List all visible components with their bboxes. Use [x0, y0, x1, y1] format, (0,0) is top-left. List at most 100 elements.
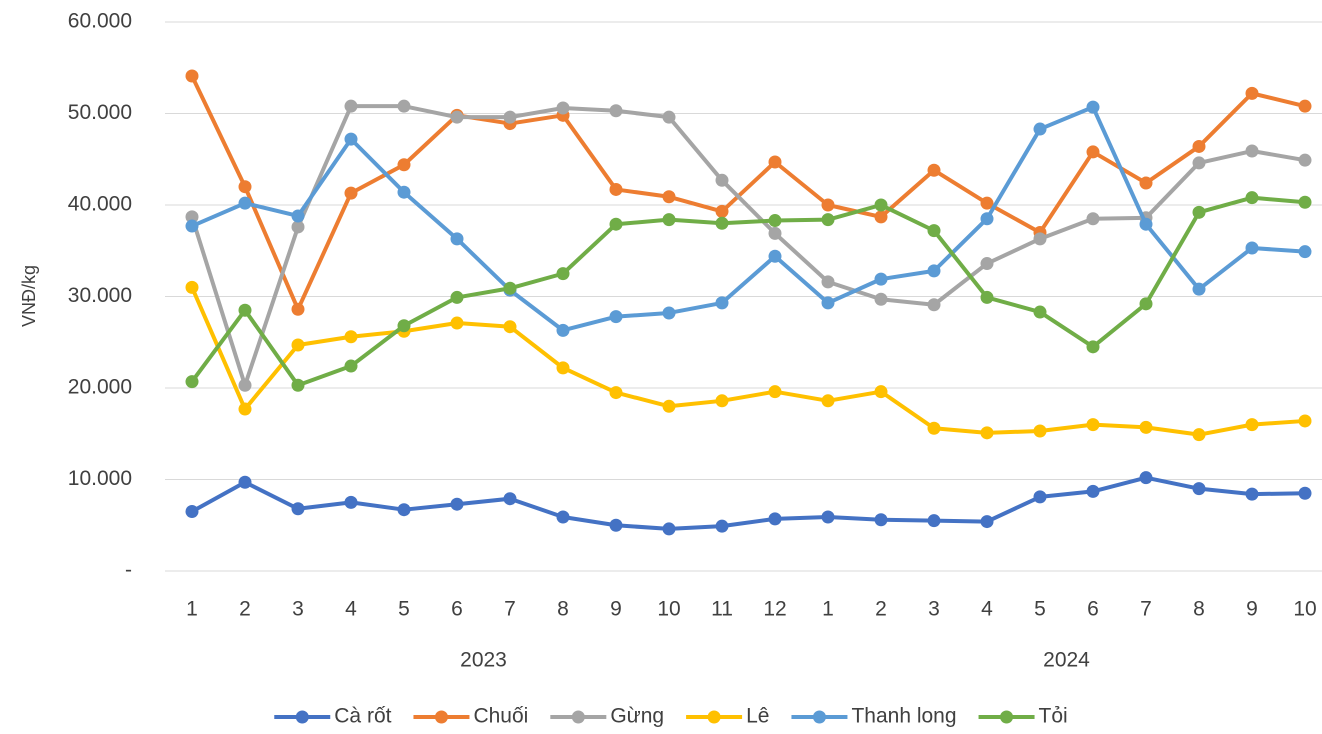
data-point	[610, 218, 623, 231]
y-tick-label: 40.000	[68, 193, 132, 216]
data-point	[186, 505, 199, 518]
data-point	[716, 394, 729, 407]
data-point	[1034, 232, 1047, 245]
data-point	[875, 293, 888, 306]
data-point	[928, 298, 941, 311]
data-point	[1246, 242, 1259, 255]
data-point	[928, 264, 941, 277]
data-point	[1087, 212, 1100, 225]
data-point	[1140, 471, 1153, 484]
data-point	[1193, 156, 1206, 169]
data-point	[1034, 490, 1047, 503]
data-point	[928, 164, 941, 177]
data-point	[557, 267, 570, 280]
data-point	[769, 227, 782, 240]
data-point	[239, 197, 252, 210]
data-point	[1087, 145, 1100, 158]
data-point	[451, 498, 464, 511]
data-point	[716, 520, 729, 533]
data-point	[716, 205, 729, 218]
x-tick-label: 6	[1087, 598, 1099, 621]
data-point	[398, 158, 411, 171]
data-point	[239, 403, 252, 416]
data-point	[610, 310, 623, 323]
data-point	[1246, 191, 1259, 204]
x-tick-label: 1	[186, 598, 198, 621]
data-point	[1299, 487, 1312, 500]
data-point	[822, 296, 835, 309]
x-tick-label: 7	[504, 598, 516, 621]
legend-marker	[1000, 711, 1013, 724]
data-point	[504, 320, 517, 333]
data-point	[663, 111, 676, 124]
data-point	[1193, 206, 1206, 219]
x-tick-label: 9	[1246, 598, 1258, 621]
legend-marker	[708, 711, 721, 724]
data-point	[398, 100, 411, 113]
data-point	[504, 282, 517, 295]
data-point	[610, 386, 623, 399]
data-point	[239, 304, 252, 317]
data-point	[928, 422, 941, 435]
data-point	[928, 514, 941, 527]
x-tick-label: 3	[928, 598, 940, 621]
page: VNĐ/kg -10.00020.00030.00040.00050.00060…	[0, 0, 1322, 734]
legend-marker	[296, 711, 309, 724]
x-tick-label: 9	[610, 598, 622, 621]
data-point	[345, 133, 358, 146]
data-point	[1140, 421, 1153, 434]
x-group-label: 2023	[460, 649, 507, 672]
data-point	[239, 180, 252, 193]
y-tick-label: -	[125, 559, 132, 582]
x-tick-label: 4	[981, 598, 993, 621]
data-point	[557, 324, 570, 337]
data-point	[398, 503, 411, 516]
data-point	[1034, 425, 1047, 438]
x-tick-label: 11	[711, 598, 733, 621]
data-point	[504, 492, 517, 505]
data-point	[1087, 418, 1100, 431]
chart: VNĐ/kg -10.00020.00030.00040.00050.00060…	[0, 0, 1322, 729]
data-point	[822, 199, 835, 212]
data-point	[345, 330, 358, 343]
data-point	[451, 317, 464, 330]
legend-label: Gừng	[610, 705, 664, 728]
data-point	[1087, 101, 1100, 114]
data-point	[1193, 140, 1206, 153]
series-line	[192, 198, 1305, 386]
data-point	[1140, 297, 1153, 310]
data-point	[1299, 414, 1312, 427]
data-point	[981, 515, 994, 528]
y-tick-label: 20.000	[68, 376, 132, 399]
x-tick-label: 10	[1293, 598, 1316, 621]
data-point	[186, 281, 199, 294]
data-point	[981, 257, 994, 270]
x-group-label: 2024	[1043, 649, 1090, 672]
data-point	[398, 319, 411, 332]
data-point	[1299, 196, 1312, 209]
data-point	[451, 232, 464, 245]
x-tick-label: 5	[398, 598, 410, 621]
legend-label: Tỏi	[1039, 705, 1068, 728]
data-point	[398, 186, 411, 199]
data-point	[981, 291, 994, 304]
y-tick-label: 30.000	[68, 284, 132, 307]
data-point	[1034, 123, 1047, 136]
data-point	[769, 250, 782, 263]
data-point	[557, 361, 570, 374]
legend-label: Chuối	[473, 705, 528, 728]
data-point	[822, 275, 835, 288]
legend-marker	[572, 711, 585, 724]
data-point	[981, 212, 994, 225]
data-point	[451, 111, 464, 124]
x-tick-label: 4	[345, 598, 357, 621]
series-line	[192, 76, 1305, 309]
data-point	[1299, 100, 1312, 113]
data-point	[1246, 488, 1259, 501]
data-point	[875, 385, 888, 398]
y-tick-label: 60.000	[68, 10, 132, 33]
data-point	[822, 394, 835, 407]
data-point	[875, 513, 888, 526]
data-point	[822, 511, 835, 524]
data-point	[716, 174, 729, 187]
